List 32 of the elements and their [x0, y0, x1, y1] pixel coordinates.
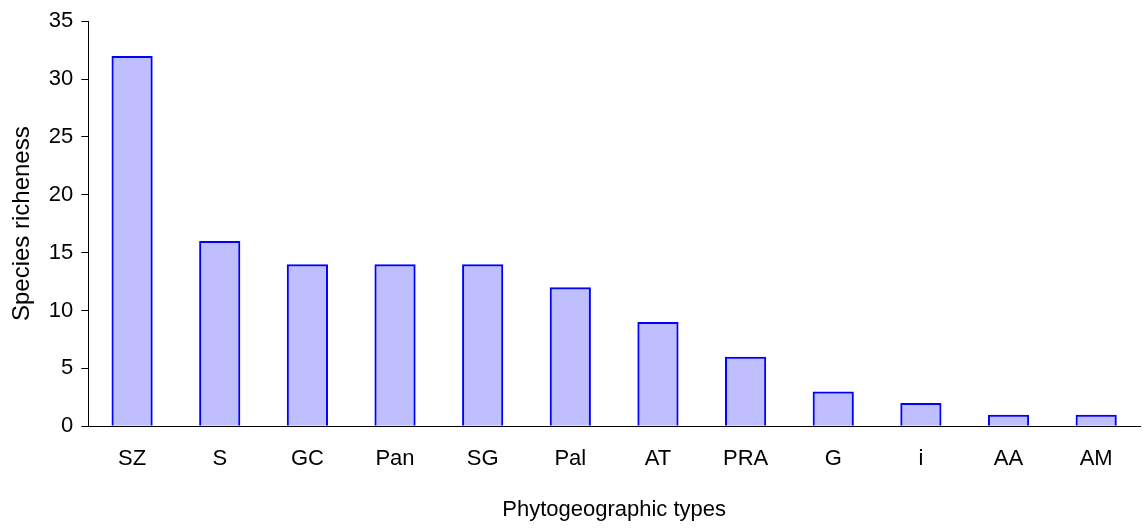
y-tick-label: 35	[48, 7, 74, 33]
bar	[286, 264, 328, 426]
y-tick-label: 20	[48, 180, 74, 206]
y-tick-label: 10	[48, 296, 74, 322]
bar	[374, 264, 416, 426]
y-tick-label: 15	[48, 238, 74, 264]
y-tick-label: 25	[48, 122, 74, 148]
bar	[199, 241, 241, 426]
bar	[812, 391, 854, 426]
x-tick-label: SZ	[118, 445, 147, 471]
x-tick-label: AM	[1079, 445, 1113, 471]
bar	[900, 403, 942, 426]
bar	[462, 264, 504, 426]
x-tick-label: Pal	[554, 445, 587, 471]
x-tick-label: PRA	[722, 445, 769, 471]
x-tick-label: AA	[993, 445, 1024, 471]
y-tick-label: 30	[48, 65, 74, 91]
y-tick-label: 5	[61, 354, 74, 380]
bar	[637, 322, 679, 426]
x-tick-label: GC	[290, 445, 324, 471]
x-tick-label: i	[918, 445, 924, 471]
x-tick-label: AT	[644, 445, 672, 471]
x-tick-label: G	[824, 445, 842, 471]
x-axis-title: Phytogeographic types	[502, 495, 727, 521]
bar	[549, 287, 591, 426]
y-axis-title: Species richeness	[7, 126, 35, 322]
x-tick-label: Pan	[375, 445, 415, 471]
x-tick-label: S	[212, 445, 228, 471]
bar	[725, 356, 767, 426]
y-tick-label: 0	[61, 412, 74, 438]
bar	[111, 55, 153, 426]
x-tick-label: SG	[466, 445, 499, 471]
